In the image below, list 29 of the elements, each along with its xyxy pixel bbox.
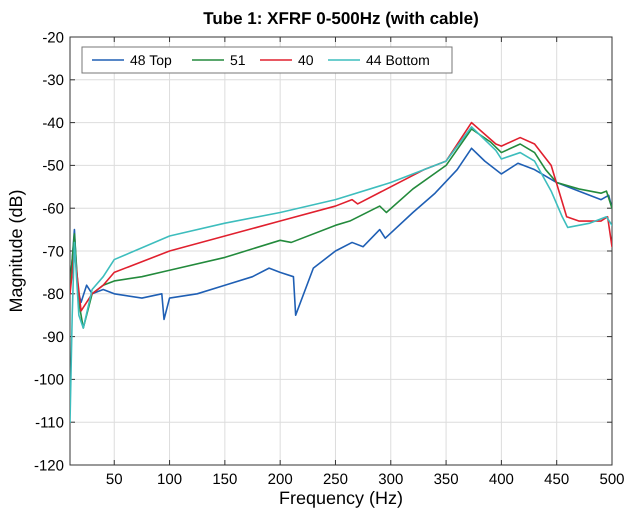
y-tick-label: -20 bbox=[42, 29, 64, 46]
y-tick-label: -80 bbox=[42, 286, 64, 304]
legend-label: 48 Top bbox=[130, 52, 172, 68]
x-tick-label: 50 bbox=[106, 471, 123, 488]
x-tick-label: 500 bbox=[599, 471, 625, 488]
x-tick-label: 300 bbox=[378, 471, 404, 488]
y-tick-label: -100 bbox=[34, 372, 64, 389]
legend-label: 40 bbox=[298, 52, 314, 68]
y-tick-label: -40 bbox=[42, 114, 64, 132]
y-tick-label: -110 bbox=[35, 414, 64, 432]
x-tick-label: 100 bbox=[157, 471, 182, 488]
x-tick-label: 350 bbox=[434, 471, 459, 488]
x-axis-title: Frequency (Hz) bbox=[278, 488, 404, 508]
x-tick-label: 150 bbox=[212, 471, 238, 488]
x-tick-label: 450 bbox=[544, 471, 570, 488]
y-tick-label: -60 bbox=[42, 200, 64, 218]
y-tick-label: -90 bbox=[42, 328, 64, 346]
chart-title: Tube 1: XFRF 0-500Hz (with cable) bbox=[203, 9, 479, 28]
x-tick-label: 250 bbox=[322, 471, 348, 488]
legend-label: 44 Bottom bbox=[366, 52, 430, 68]
y-tick-label: -120 bbox=[34, 457, 64, 474]
y-tick-label: -30 bbox=[42, 72, 64, 90]
y-tick-label: -70 bbox=[42, 243, 64, 260]
x-tick-label: 200 bbox=[268, 471, 293, 488]
line-series bbox=[70, 126, 612, 423]
legend-label: 51 bbox=[230, 52, 246, 68]
x-tick-label: 400 bbox=[488, 471, 514, 488]
y-tick-label: -50 bbox=[42, 158, 64, 175]
y-axis-title: Magnitude (dB) bbox=[6, 189, 26, 313]
